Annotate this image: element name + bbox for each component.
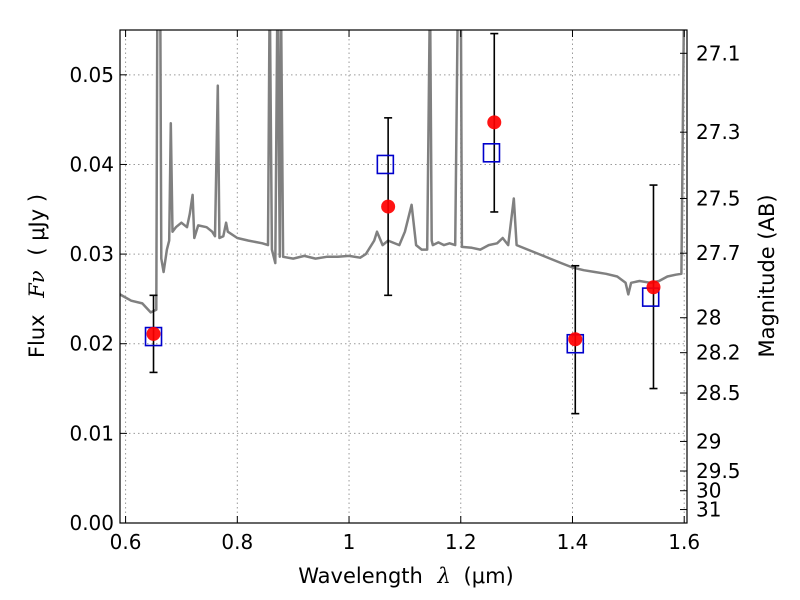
magnitude-axis-label: Magnitude (AB) bbox=[755, 194, 779, 357]
y-tick-label: 0.00 bbox=[69, 511, 114, 535]
y-tick-label: 0.04 bbox=[69, 152, 114, 176]
y-tick-label: 0.02 bbox=[69, 332, 114, 356]
y-axis-label-units: ( μJy ) bbox=[25, 194, 49, 256]
series-layer bbox=[120, 30, 686, 314]
magnitude-tick-label: 27.1 bbox=[696, 41, 741, 65]
model-photometry-square bbox=[482, 143, 501, 163]
magnitude-tick-label: 31 bbox=[696, 498, 721, 522]
x-tick-label: 0.8 bbox=[221, 530, 253, 554]
magnitude-tick-label: 29.5 bbox=[696, 459, 741, 483]
x-axis-label-symbol: λ bbox=[437, 564, 451, 588]
y-axis-label: Flux Fν ( μJy ) bbox=[25, 194, 49, 358]
model-spectrum-line bbox=[120, 30, 686, 314]
x-axis: 0.6 0.8 1 1.2 1.4 1.6 bbox=[110, 30, 700, 554]
magnitude-tick-label: 29 bbox=[696, 429, 721, 453]
magnitude-tick-label: 27.7 bbox=[696, 241, 741, 265]
y-tick-label: 0.01 bbox=[69, 421, 114, 445]
x-tick-label: 1 bbox=[343, 530, 356, 554]
x-tick-label: 1.6 bbox=[668, 530, 700, 554]
observed-photometry-point bbox=[568, 332, 583, 347]
plot-background bbox=[120, 30, 687, 523]
model-photometry-square bbox=[376, 154, 395, 175]
observed-photometry-point bbox=[146, 326, 161, 341]
x-axis-label-units: (μm) bbox=[464, 564, 514, 588]
x-tick-label: 1.2 bbox=[445, 530, 477, 554]
markers-layer bbox=[144, 32, 661, 415]
magnitude-tick-label: 28.5 bbox=[696, 381, 741, 405]
observed-photometry-point bbox=[646, 280, 661, 295]
y-tick-label: 0.05 bbox=[69, 63, 114, 87]
magnitude-tick-label: 30 bbox=[696, 479, 721, 503]
observed-photometry-point bbox=[381, 199, 396, 214]
y-axis-label-prefix: Flux bbox=[25, 314, 49, 358]
y-tick-label: 0.03 bbox=[69, 242, 114, 266]
magnitude-tick-label: 28.2 bbox=[696, 341, 741, 365]
y-axis: 0.00 0.01 0.02 0.03 0.04 0.05 bbox=[69, 63, 127, 535]
plot-frame bbox=[119, 29, 688, 524]
x-tick-label: 0.6 bbox=[110, 530, 142, 554]
magnitude-tick-label: 27.3 bbox=[696, 120, 741, 144]
x-tick-label: 1.4 bbox=[557, 530, 589, 554]
x-axis-label-prefix: Wavelength bbox=[298, 564, 423, 588]
x-axis-label: Wavelength λ (μm) bbox=[298, 564, 513, 588]
observed-photometry-point bbox=[487, 115, 502, 130]
magnitude-tick-label: 27.5 bbox=[696, 187, 741, 211]
magnitude-tick-label: 28 bbox=[696, 306, 721, 330]
y-axis-label-symbol: Fν bbox=[25, 270, 49, 299]
